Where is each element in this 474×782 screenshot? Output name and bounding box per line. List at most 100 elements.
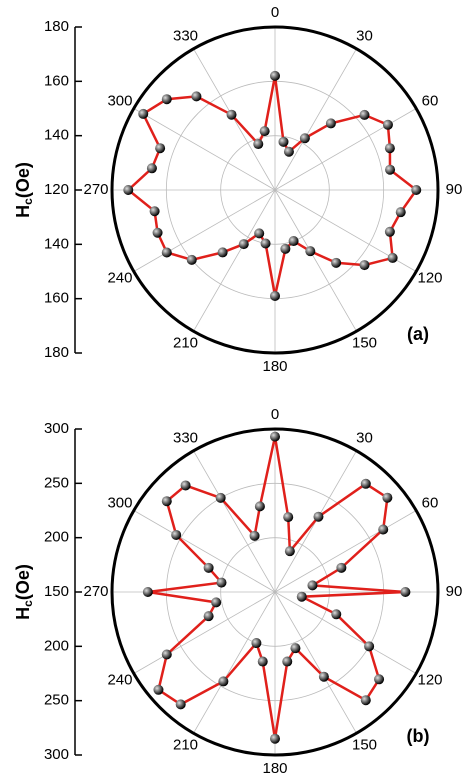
data-point [254,501,265,512]
data-point [305,246,316,257]
grid-spoke [133,189,276,272]
y-tick-label: 140 [44,127,69,144]
data-point [259,126,270,137]
y-tick-label: 200 [44,637,69,654]
y-axis-label: Hc(Oe) [13,162,35,218]
grid-spoke [193,591,276,734]
angle-label: 30 [356,430,373,447]
data-point [254,228,265,239]
angle-label: 120 [418,269,443,286]
data-point [123,185,134,195]
angle-label: 210 [173,736,198,753]
data-point [149,206,160,217]
angle-label: 330 [173,430,198,447]
angle-label: 60 [422,92,439,109]
y-tick-label: 250 [44,692,69,709]
data-point [400,587,411,597]
data-point [191,91,202,102]
data-point [146,163,157,174]
angle-label: 240 [107,269,132,286]
y-tick-label: 150 [44,583,69,600]
angle-label: 180 [262,760,287,777]
data-point [253,139,264,150]
data-point [296,591,307,602]
y-label-unit: (Oe) [13,162,33,198]
data-point [153,684,164,695]
outer-circle [110,427,440,757]
data-point [155,143,166,154]
data-point [411,185,422,195]
data-point [288,236,299,247]
grid-spoke [193,450,276,593]
angle-label: 30 [356,28,373,45]
angle-label: 150 [352,736,377,753]
data-point [218,676,229,687]
data-point [161,649,172,660]
data-point [203,562,214,573]
data-point [331,609,342,620]
outer-circle [110,25,440,355]
data-point [238,239,249,250]
data-point [270,733,280,744]
data-point [161,496,172,507]
grid-spoke [274,108,417,191]
y-label-sub: c [21,198,35,205]
data-point [313,511,324,522]
panel-label: (b) [407,726,430,746]
data-point [384,226,395,237]
angle-label: 330 [173,28,198,45]
data-point [360,695,371,706]
data-point [186,254,197,265]
data-point [278,136,289,147]
data-point [387,252,398,263]
grid-spoke [274,189,357,332]
angle-label: 240 [107,671,132,688]
y-tick-label: 140 [44,235,69,252]
data-point [359,260,370,271]
data-point [180,480,191,491]
data-point [203,611,214,622]
angle-label: 90 [446,583,463,600]
angle-label: 60 [422,494,439,511]
data-point [318,671,329,682]
angle-label: 210 [173,334,198,351]
data-point [171,529,182,540]
data-point [382,492,393,503]
grid-spoke [274,48,357,191]
y-label-sub: c [21,600,35,607]
grid-spoke [274,591,417,674]
data-point [161,94,172,105]
y-tick-label: 180 [44,344,69,361]
grid-spoke [133,108,276,191]
data-point [270,290,280,301]
data-point [325,118,336,129]
data-point [374,674,385,685]
data-point [299,133,310,144]
data-point [284,546,295,557]
data-point [283,146,294,157]
data-point [359,109,370,120]
data-point [360,478,371,489]
y-tick-label: 250 [44,474,69,491]
angle-label: 270 [83,583,108,600]
data-point [280,243,291,254]
data-point [152,227,163,238]
angle-label: 300 [107,92,132,109]
y-label-unit: (Oe) [13,564,33,600]
panel-label: (a) [407,324,429,344]
grid-spoke [193,189,276,332]
data-point [336,562,347,573]
data-point [290,643,301,654]
data-point [138,108,149,119]
y-tick-label: 300 [44,746,69,763]
data-point [226,109,237,120]
angle-label: 0 [271,406,279,423]
data-point [175,699,186,710]
data-point [307,580,318,591]
data-point [395,207,406,218]
y-tick-label: 160 [44,290,69,307]
data-point [382,119,393,130]
grid-spoke [274,591,357,734]
